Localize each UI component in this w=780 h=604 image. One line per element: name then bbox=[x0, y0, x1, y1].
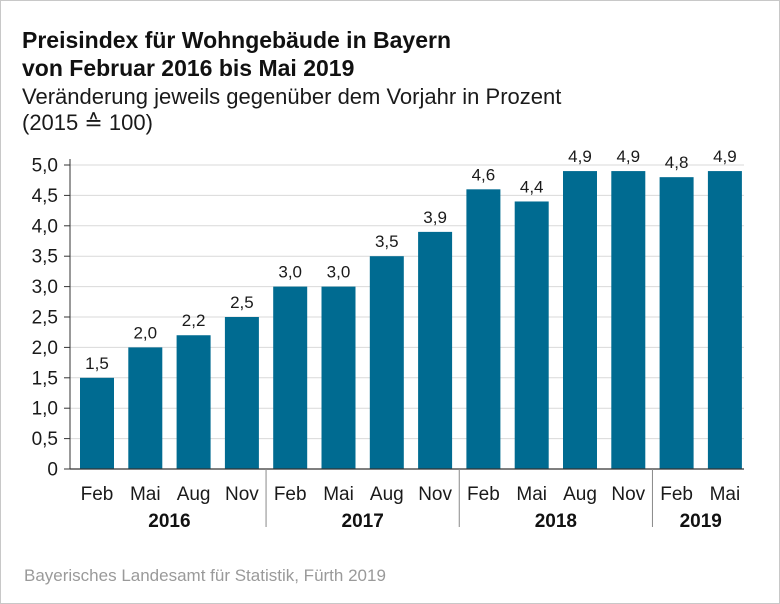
x-tick-label: Nov bbox=[418, 484, 452, 505]
bar bbox=[321, 286, 356, 469]
bar bbox=[563, 171, 597, 469]
y-tick-label: 0 bbox=[47, 460, 58, 481]
x-tick-label: Mai bbox=[130, 484, 161, 505]
title-line-1: Preisindex für Wohngebäude in Bayern bbox=[22, 27, 451, 53]
x-tick-label: Feb bbox=[274, 484, 307, 505]
bar-value-label: 4,8 bbox=[665, 153, 689, 172]
bar-value-label: 3,5 bbox=[375, 232, 399, 251]
x-tick-label: Nov bbox=[225, 484, 259, 505]
bar-value-label: 2,2 bbox=[182, 311, 206, 330]
year-group-label: 2017 bbox=[342, 511, 384, 532]
y-tick-label: 1,5 bbox=[32, 368, 58, 389]
y-tick-label: 3,0 bbox=[32, 277, 58, 298]
chart-title: Preisindex für Wohngebäude in Bayern von… bbox=[22, 26, 451, 82]
x-tick-label: Feb bbox=[660, 484, 693, 505]
bar bbox=[176, 335, 211, 469]
bar bbox=[466, 189, 501, 469]
source-note: Bayerisches Landesamt für Statistik, Für… bbox=[24, 566, 386, 585]
bar bbox=[611, 171, 646, 469]
y-tick-label: 0,5 bbox=[32, 429, 58, 450]
y-tick-label: 4,5 bbox=[32, 186, 58, 207]
x-tick-label: Mai bbox=[323, 484, 354, 505]
subtitle-line-1: Veränderung jeweils gegenüber dem Vorjah… bbox=[22, 84, 562, 109]
year-group-label: 2019 bbox=[680, 511, 722, 532]
y-tick-label: 3,5 bbox=[32, 247, 58, 268]
y-tick-label: 4,0 bbox=[32, 216, 58, 237]
year-group-label: 2018 bbox=[535, 511, 577, 532]
title-line-2: von Februar 2016 bis Mai 2019 bbox=[22, 55, 355, 81]
x-tick-label: Nov bbox=[611, 484, 645, 505]
x-tick-label: Aug bbox=[563, 484, 597, 505]
y-tick-label: 2,5 bbox=[32, 308, 58, 329]
bar bbox=[80, 377, 114, 469]
x-tick-label: Mai bbox=[516, 484, 547, 505]
x-tick-label: Aug bbox=[177, 484, 211, 505]
bar-value-label: 3,0 bbox=[278, 263, 302, 282]
bar bbox=[128, 347, 163, 469]
bar bbox=[224, 317, 259, 469]
bar-value-label: 4,9 bbox=[713, 147, 737, 166]
x-tick-label: Feb bbox=[467, 484, 500, 505]
bar-value-label: 4,4 bbox=[520, 177, 544, 196]
bar bbox=[418, 231, 453, 469]
bar-value-label: 4,9 bbox=[568, 147, 592, 166]
bar-value-label: 1,5 bbox=[85, 354, 109, 373]
bar-value-label: 3,9 bbox=[423, 208, 447, 227]
year-group-label: 2016 bbox=[148, 511, 190, 532]
bar bbox=[659, 177, 694, 469]
chart-subtitle: Veränderung jeweils gegenüber dem Vorjah… bbox=[22, 84, 561, 136]
bar bbox=[369, 256, 404, 469]
bar-value-label: 2,0 bbox=[133, 323, 157, 342]
y-tick-label: 2,0 bbox=[32, 338, 58, 359]
x-tick-label: Feb bbox=[81, 484, 114, 505]
bar bbox=[273, 286, 308, 469]
y-tick-label: 1,0 bbox=[32, 399, 58, 420]
bar-value-label: 4,9 bbox=[616, 147, 640, 166]
y-tick-label: 5,0 bbox=[32, 156, 58, 177]
bar bbox=[707, 171, 742, 469]
subtitle-line-2: (2015 ≙ 100) bbox=[22, 110, 153, 135]
x-tick-label: Aug bbox=[370, 484, 404, 505]
bar-value-label: 2,5 bbox=[230, 293, 254, 312]
x-tick-label: Mai bbox=[710, 484, 741, 505]
bar-value-label: 3,0 bbox=[327, 263, 351, 282]
bar bbox=[514, 201, 549, 470]
bar-value-label: 4,6 bbox=[472, 165, 496, 184]
